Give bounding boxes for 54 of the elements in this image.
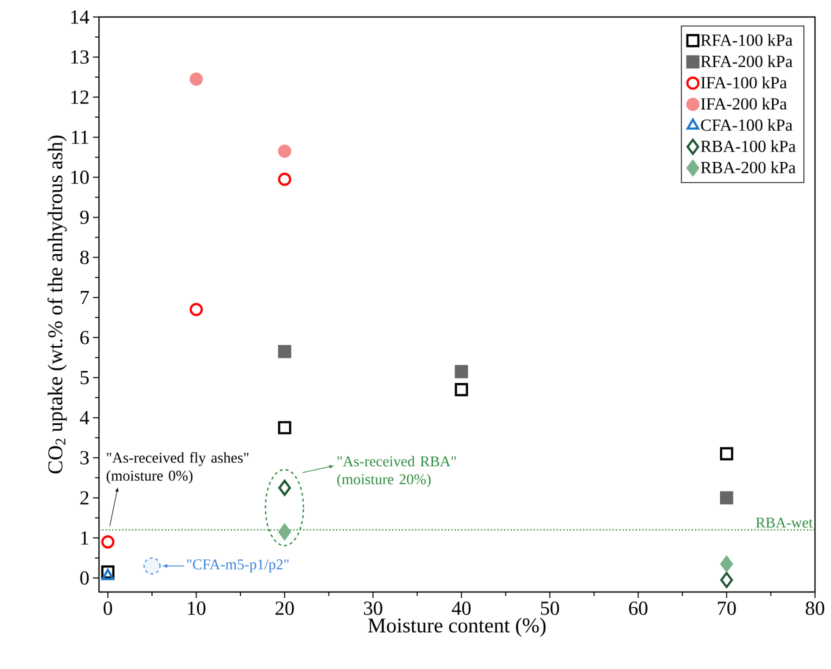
ref-line-label: RBA-wet	[756, 518, 813, 528]
point	[101, 535, 114, 549]
legend-label: RFA-200 kPa	[700, 55, 792, 68]
point	[278, 421, 292, 434]
y-tick-label: 6	[80, 330, 89, 344]
point	[278, 172, 292, 186]
y-tick-label: 8	[80, 250, 89, 264]
y-tick-label: 14	[71, 10, 90, 24]
x-tick-label: 10	[188, 602, 206, 615]
legend-label: IFA-100 kPa	[700, 76, 787, 88]
point	[101, 565, 114, 579]
point	[190, 302, 203, 316]
y-tick-label: 9	[80, 210, 89, 224]
legend-label: IFA-200 kPa	[700, 98, 787, 110]
y-tick-label: 11	[72, 130, 88, 144]
legend-label: CFA-100 kPa	[701, 118, 792, 131]
point	[720, 491, 734, 504]
y-tick-label: 0	[80, 571, 89, 585]
y-tick-label: 3	[80, 451, 89, 464]
y-tick-label: 2	[80, 491, 88, 504]
annotation: "As-received fly ashes" (moisture 0%)	[106, 452, 248, 484]
x-tick-label: 30	[364, 602, 382, 615]
y-tick-label: 13	[71, 50, 89, 64]
x-tick-label: 0	[104, 602, 112, 615]
point	[278, 524, 291, 540]
y-tick-label: 5	[80, 371, 89, 384]
x-tick-label: 20	[276, 602, 294, 615]
legend-label: RBA-100 kPa	[700, 140, 796, 152]
x-tick-label: 60	[629, 602, 648, 615]
y-tick-label: 10	[71, 170, 89, 184]
point	[454, 383, 468, 396]
legend-label: RBA-200 kPa	[700, 161, 796, 174]
point	[278, 480, 291, 496]
point	[720, 447, 734, 460]
annotation: "CFA-m5-p1/p2"	[187, 559, 289, 572]
x-tick-label: 50	[541, 602, 560, 615]
x-tick-label: 80	[806, 602, 824, 615]
y-tick-label: 12	[71, 90, 88, 104]
x-tick-label: 40	[452, 602, 471, 615]
legend-label: RFA-100 kPa	[700, 34, 792, 46]
x-axis-title: Moisture content (%)	[368, 618, 546, 637]
point	[278, 144, 292, 158]
x-tick-label: 70	[718, 602, 736, 615]
y-axis-title: CO$_{2}$ uptake (wt.% of the anhydrous ash)	[47, 136, 67, 474]
point	[720, 556, 733, 572]
point	[102, 568, 114, 580]
point	[278, 344, 292, 358]
y-tick-label: 7	[80, 290, 89, 304]
point	[190, 72, 203, 86]
annotation: "As-received RBA" (moisture 20%)	[337, 456, 456, 488]
point	[454, 365, 468, 378]
y-tick-label: 4	[80, 411, 90, 424]
point	[720, 572, 733, 588]
y-tick-label: 1	[81, 531, 88, 544]
